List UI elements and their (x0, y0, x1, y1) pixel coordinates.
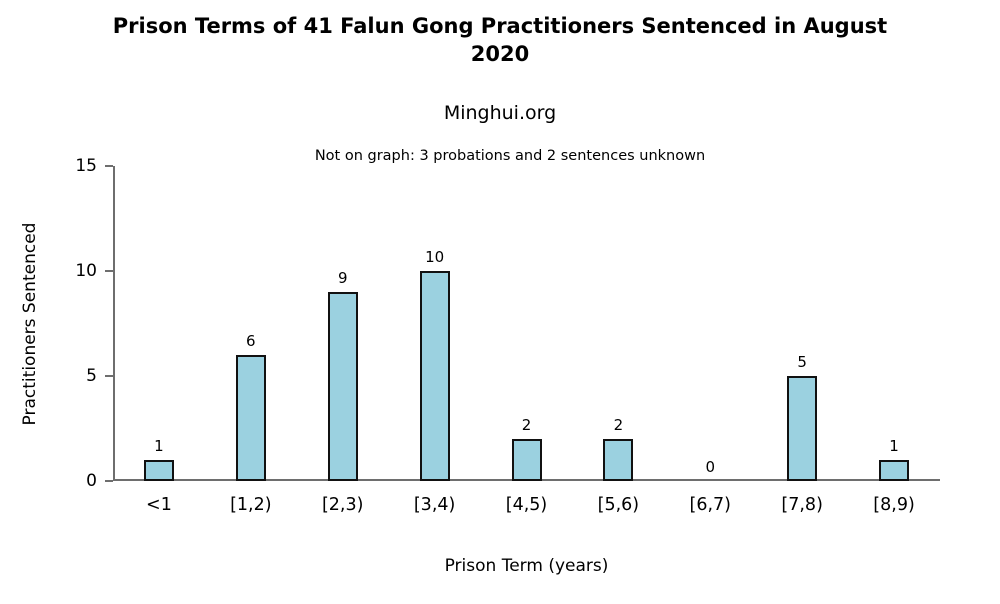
chart-annotation: Not on graph: 3 probations and 2 sentenc… (314, 148, 706, 164)
y-tick-mark (105, 375, 113, 377)
bar (879, 460, 910, 481)
y-tick-label: 15 (75, 156, 97, 176)
y-tick-mark (105, 165, 113, 167)
bar (143, 460, 174, 481)
plot-area: 0 5 10 15 1 <1 6 [1,2) 9 [2,3) 10 [3,4) 2 [4,5) 2 [5,6)… (75, 156, 940, 515)
x-tick-label: [8,9) (873, 495, 915, 515)
bar (511, 439, 542, 481)
x-axis-title: Prison Term (years) (444, 556, 609, 576)
y-tick-label: 0 (86, 471, 97, 491)
chart-title: Prison Terms of 41 Falun Gong Practition… (112, 14, 888, 67)
x-tick-label: [4,5) (505, 495, 548, 515)
y-axis-title: Practitioners Sentenced (20, 222, 40, 426)
bar-value-label: 10 (425, 248, 445, 266)
x-tick-label: [6,7) (689, 495, 732, 515)
bar-value-label: 0 (705, 458, 716, 476)
y-tick-label: 5 (86, 366, 97, 386)
bar-value-label: 6 (246, 332, 256, 350)
bar (787, 376, 818, 481)
x-tick-label: [5,6) (597, 495, 640, 515)
y-axis-line (113, 166, 115, 481)
bar (419, 271, 450, 481)
bar (327, 292, 358, 481)
x-tick-label: [2,3) (321, 495, 364, 515)
y-tick-mark (105, 480, 113, 482)
bar (603, 439, 634, 481)
x-tick-label: [7,8) (781, 495, 823, 515)
x-tick-label: [3,4) (413, 495, 456, 515)
x-tick-label: <1 (146, 495, 172, 515)
y-tick-label: 10 (75, 261, 97, 281)
bar-value-label: 9 (337, 269, 348, 287)
bar-value-label: 5 (797, 353, 807, 371)
bar-value-label: 1 (889, 437, 899, 455)
x-tick-label: [1,2) (230, 495, 272, 515)
bar-value-label: 2 (521, 416, 532, 434)
bar-value-label: 2 (613, 416, 624, 434)
bar (235, 355, 266, 481)
bar-value-label: 1 (154, 437, 164, 455)
chart-subtitle: Minghui.org (443, 102, 557, 124)
y-tick-mark (105, 270, 113, 272)
